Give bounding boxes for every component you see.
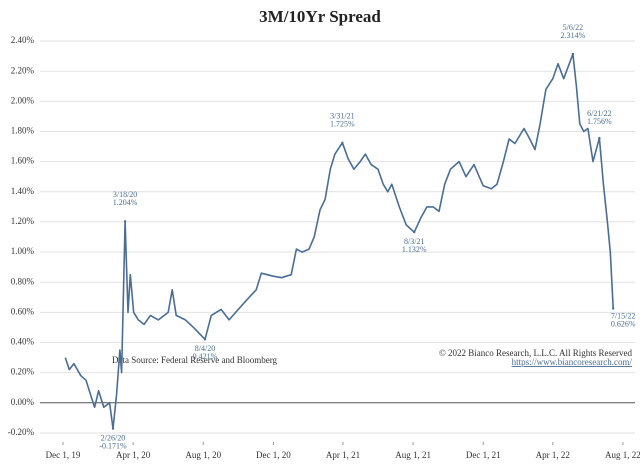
annotation-value: 1.725% bbox=[330, 120, 355, 129]
x-tick-label: Apr 1, 20 bbox=[116, 450, 151, 460]
annotation-value: 0.421% bbox=[193, 352, 218, 361]
y-tick-label: 2.40% bbox=[11, 35, 35, 45]
annotation-date: 6/21/22 bbox=[587, 109, 611, 118]
annotation-point bbox=[111, 427, 115, 430]
annotation-date: 8/3/21 bbox=[404, 237, 424, 246]
y-tick-label: 0.00% bbox=[11, 397, 35, 407]
y-tick-label: 1.40% bbox=[11, 186, 35, 196]
copyright: © 2022 Bianco Research, L.L.C. All Right… bbox=[439, 348, 633, 358]
annotation-value: 2.314% bbox=[561, 31, 586, 40]
y-tick-label: 1.00% bbox=[11, 246, 35, 256]
annotation-value: 1.132% bbox=[402, 245, 427, 254]
annotation-point bbox=[571, 52, 575, 56]
annotation-value: 1.756% bbox=[587, 117, 612, 126]
y-tick-label: 1.60% bbox=[11, 156, 35, 166]
annotation-date: 5/6/22 bbox=[563, 23, 583, 32]
y-tick-label: 0.80% bbox=[11, 276, 35, 286]
y-tick-label: 0.20% bbox=[11, 367, 35, 377]
url[interactable]: https://www.biancoresearch.com/ bbox=[512, 357, 633, 367]
annotation-point bbox=[598, 136, 601, 140]
annotation-point bbox=[203, 338, 207, 341]
y-tick-label: 1.20% bbox=[11, 216, 35, 226]
x-tick-label: Dec 1, 19 bbox=[46, 450, 81, 460]
x-tick-label: Dec 1, 20 bbox=[256, 450, 291, 460]
y-tick-label: 0.60% bbox=[11, 306, 35, 316]
x-tick-label: Dec 1, 21 bbox=[466, 450, 501, 460]
x-tick-label: Apr 1, 22 bbox=[536, 450, 570, 460]
annotation-date: 2/26/20 bbox=[101, 433, 125, 442]
y-tick-label: 1.80% bbox=[11, 126, 35, 136]
y-tick-label: 0.40% bbox=[11, 337, 35, 347]
x-tick-label: Aug 1, 21 bbox=[395, 450, 431, 460]
annotation-point bbox=[123, 220, 127, 223]
annotation-date: 7/15/22 bbox=[611, 311, 635, 320]
chart-title: 3M/10Yr Spread bbox=[259, 7, 381, 26]
source-note: Data Source: Federal Reserve and Bloombe… bbox=[112, 355, 278, 365]
y-tick-label: 2.00% bbox=[11, 95, 35, 105]
x-tick-label: Apr 1, 21 bbox=[326, 450, 360, 460]
annotation-value: 1.204% bbox=[113, 198, 138, 207]
annotation-value: 0.626% bbox=[611, 319, 636, 328]
y-tick-label: -0.20% bbox=[8, 427, 35, 437]
annotation-point bbox=[413, 230, 416, 234]
annotation-date: 3/31/21 bbox=[330, 112, 354, 121]
annotation-point bbox=[611, 307, 615, 310]
annotation-value: -0.171% bbox=[99, 441, 127, 450]
x-tick-label: Aug 1, 22 bbox=[605, 450, 640, 460]
annotation-point bbox=[341, 141, 344, 144]
x-tick-label: Aug 1, 20 bbox=[185, 450, 221, 460]
annotation-date: 8/4/20 bbox=[195, 344, 215, 353]
annotation-date: 3/18/20 bbox=[113, 190, 137, 199]
y-tick-label: 2.20% bbox=[11, 65, 35, 75]
